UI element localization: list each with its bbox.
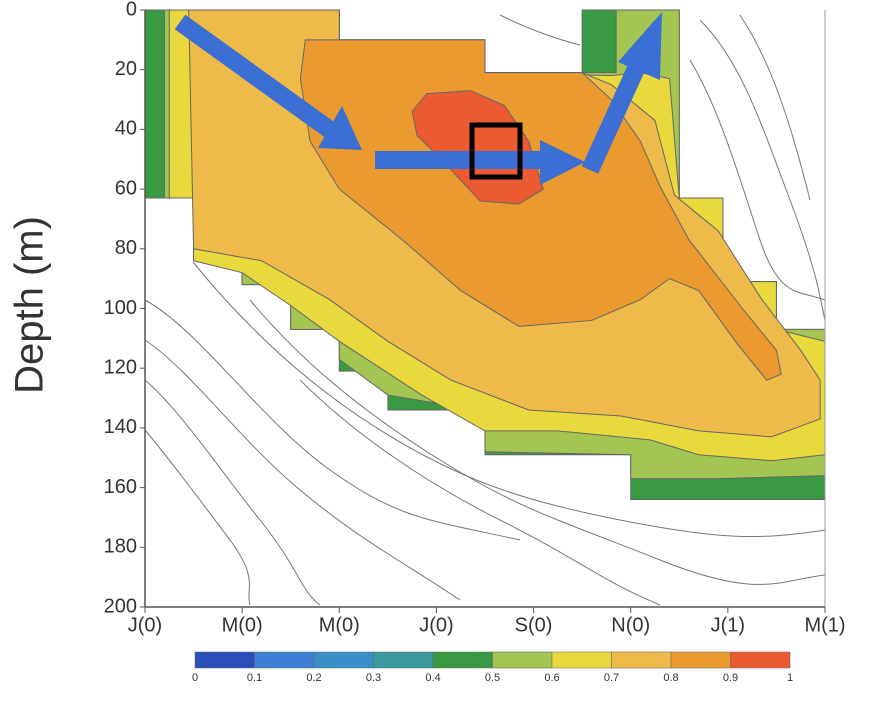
colorbar-tick-label: 1 xyxy=(787,672,793,684)
contour-line xyxy=(144,339,461,601)
filled-contours xyxy=(144,9,826,501)
colorbar-segment xyxy=(551,651,612,669)
contour-line xyxy=(192,261,826,538)
colorbar-segment xyxy=(313,651,374,669)
y-tick-label: 140 xyxy=(104,416,137,438)
colorbar-tick-label: 0.4 xyxy=(425,672,440,684)
x-tick-label: M(1) xyxy=(804,614,845,636)
x-tick-label: M(0) xyxy=(222,614,263,636)
y-tick-label: 40 xyxy=(115,118,137,140)
highlight-box xyxy=(469,122,523,180)
contour-line xyxy=(299,379,661,606)
colorbar: 0 0.1 0.2 0.3 0.4 0.5 0.6 0.7 0.8 0.9 1 xyxy=(192,651,793,684)
contour-line xyxy=(144,429,251,606)
arrow-head xyxy=(318,106,362,150)
y-tick-label: 120 xyxy=(104,356,137,378)
contour-line xyxy=(499,14,581,46)
colorbar-segment xyxy=(432,651,493,669)
colorbar-segment xyxy=(611,651,672,669)
y-tick-label: 0 xyxy=(126,0,137,20)
y-tick-label: 20 xyxy=(115,58,137,80)
colorbar-tick-label: 0.2 xyxy=(306,672,321,684)
contour-line xyxy=(144,299,521,541)
x-tick-label: J(0) xyxy=(419,614,453,636)
colorbar-tick-label: 0.1 xyxy=(247,672,262,684)
colorbar-tick-label: 0.8 xyxy=(663,672,678,684)
colorbar-segment xyxy=(492,651,553,669)
colorbar-tick-label: 0.5 xyxy=(485,672,500,684)
arrow-shaft xyxy=(581,56,649,174)
colorbar-segment xyxy=(670,651,731,669)
colorbar-segment xyxy=(194,651,255,669)
colorbar-tick-label: 0.7 xyxy=(604,672,619,684)
y-tick-label: 180 xyxy=(104,536,137,558)
contour-line xyxy=(699,19,826,321)
y-tick-label: 160 xyxy=(104,476,137,498)
colorbar-tick-label: 0.9 xyxy=(723,672,738,684)
arrow-shaft xyxy=(174,14,336,138)
contour-line xyxy=(249,299,826,585)
contour-line xyxy=(739,14,811,201)
colorbar-tick-label: 0.3 xyxy=(366,672,381,684)
y-tick-label: 200 xyxy=(104,595,137,617)
contour-line xyxy=(144,379,321,606)
x-tick-label: J(0) xyxy=(128,614,162,636)
contour-lines xyxy=(144,14,826,606)
colorbar-tick-label: 0 xyxy=(192,672,198,684)
colorbar-segment xyxy=(730,651,791,669)
x-tick-label: M(0) xyxy=(319,614,360,636)
y-tick-label: 60 xyxy=(115,177,137,199)
contour-line xyxy=(689,59,826,301)
colorbar-segment xyxy=(373,651,434,669)
x-tick-label: J(1) xyxy=(711,614,745,636)
y-tick-label: 80 xyxy=(115,237,137,259)
colorbar-tick-label: 0.6 xyxy=(544,672,559,684)
annotations xyxy=(174,12,662,185)
x-tick-label: S(0) xyxy=(515,614,553,636)
x-tick-label: N(0) xyxy=(611,614,650,636)
arrow-head xyxy=(618,12,662,80)
arrow-head xyxy=(540,140,585,185)
y-axis-label: Depth (m) xyxy=(8,216,52,394)
y-tick-label: 100 xyxy=(104,297,137,319)
colorbar-segment xyxy=(254,651,315,669)
